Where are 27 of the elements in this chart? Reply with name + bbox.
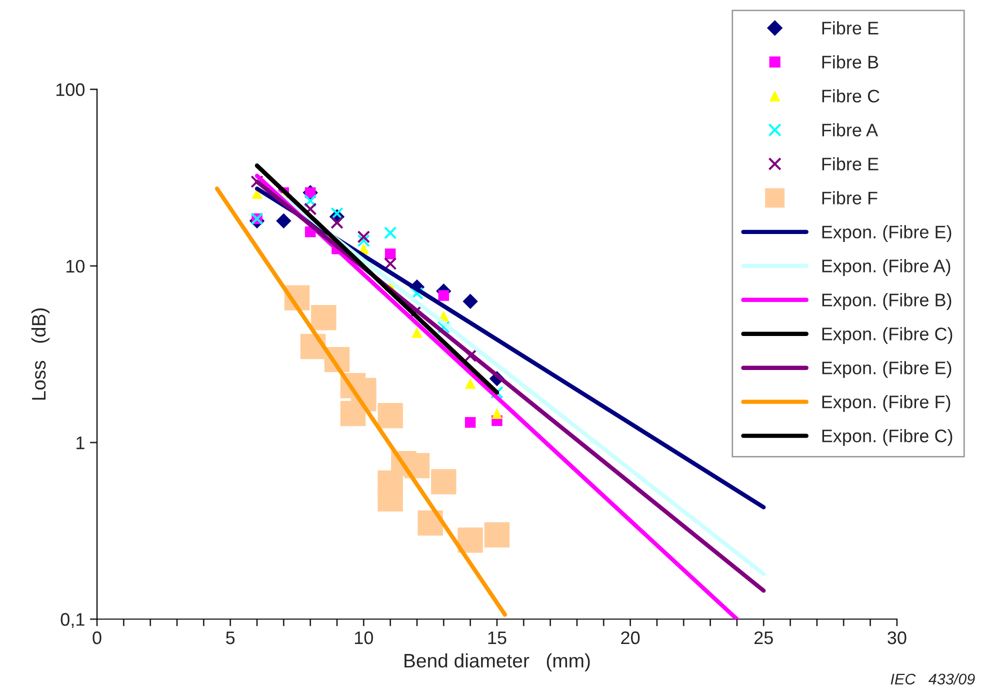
y-tick-label: 100 <box>56 83 85 96</box>
x-tick-label: 30 <box>888 631 906 644</box>
legend-label: Fibre C <box>822 89 880 102</box>
legend-label: Expon. (Fibre F) <box>822 395 950 412</box>
y-tick-label: 0,1 <box>60 613 84 628</box>
legend-label: Fibre B <box>822 55 878 69</box>
legend-label: Fibre A <box>822 123 878 136</box>
y-tick-label: 1 <box>76 436 84 450</box>
legend-label: Expon. (Fibre E) <box>822 225 952 242</box>
y-tick-label: 10 <box>66 260 85 273</box>
y-axis-title: Loss (dB) <box>31 308 50 400</box>
x-tick-label: 10 <box>354 631 373 644</box>
legend-label: Expon. (Fibre C) <box>822 429 952 446</box>
legend-label: Fibre F <box>822 191 878 204</box>
x-tick-label: 15 <box>488 632 506 644</box>
legend-label: Expon. (Fibre A) <box>822 259 950 276</box>
x-tick-label: 0 <box>92 631 102 644</box>
text: IEC 433/09 <box>890 673 975 685</box>
legend-label: Fibre E <box>822 21 878 35</box>
x-tick-label: 25 <box>754 631 773 644</box>
legend-label: Expon. (Fibre B) <box>822 293 952 310</box>
x-tick-label: 20 <box>621 631 640 644</box>
legend-label: Fibre E <box>822 157 878 170</box>
legend-label: Expon. (Fibre C) <box>822 327 952 344</box>
x-axis-title: Bend diameter (mm) <box>404 653 590 672</box>
legend-label: Expon. (Fibre E) <box>822 361 952 378</box>
x-tick-label: 5 <box>226 632 235 644</box>
